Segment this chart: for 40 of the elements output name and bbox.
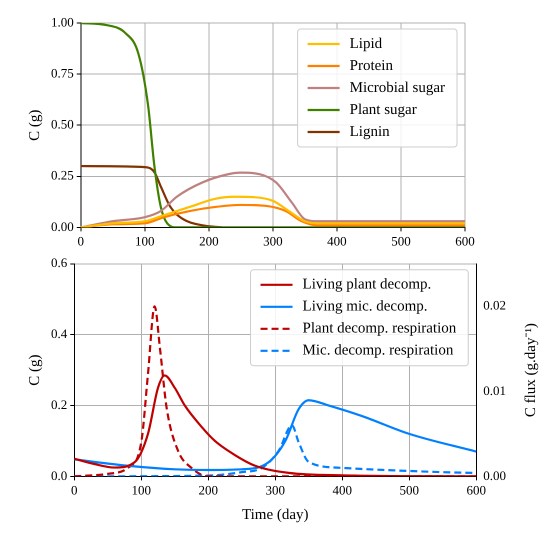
- legend-label: Lignin: [350, 124, 390, 140]
- x-tick-label: 0: [71, 482, 78, 498]
- x-tick-label: 600: [455, 234, 475, 249]
- y-tick-label: 0.2: [51, 396, 68, 412]
- legend-label: Plant sugar: [350, 102, 417, 118]
- y-tick-label: 0.4: [51, 326, 68, 342]
- line-series: [80, 164, 223, 228]
- y-axis-title: C (g): [26, 110, 43, 141]
- y-tick-label: 1.00: [51, 14, 74, 30]
- x-tick-label: 100: [132, 482, 151, 498]
- legend-label: Microbial sugar: [350, 80, 446, 96]
- legend-label: Protein: [350, 58, 394, 74]
- legend-label: Mic. decomp. respiration: [302, 342, 454, 359]
- y-tick-label: 0.00: [51, 218, 74, 234]
- y-axis-title: C (g): [26, 354, 43, 386]
- y-tick-label: 0.75: [51, 66, 74, 81]
- legend-label: Living plant decomp.: [302, 276, 432, 293]
- y-tick-label: 0.50: [51, 116, 74, 132]
- y-tick-label: 0.6: [51, 255, 68, 270]
- legend-label: Plant decomp. respiration: [302, 320, 457, 337]
- legend-label: Living mic. decomp.: [302, 298, 428, 315]
- x-tick-label: 500: [400, 482, 419, 498]
- x-tick-label: 600: [466, 482, 486, 498]
- y-tick-label: 0.0: [51, 468, 68, 483]
- x-tick-label: 500: [391, 234, 411, 249]
- y2-tick-label: 0.01: [483, 382, 506, 398]
- x-tick-label: 200: [198, 482, 218, 498]
- legend-label: Lipid: [350, 36, 383, 52]
- x-tick-label: 400: [332, 482, 352, 498]
- x-tick-label: 400: [327, 234, 347, 249]
- y-tick-label: 0.25: [51, 168, 74, 183]
- x-tick-label: 300: [263, 234, 283, 249]
- y2-axis-title: C flux (g.day⁻¹): [522, 323, 539, 418]
- x-axis-title: Time (day): [242, 506, 309, 523]
- x-tick-label: 100: [135, 234, 155, 249]
- x-tick-label: 200: [199, 234, 219, 249]
- y2-tick-label: 0.00: [483, 468, 506, 483]
- x-tick-label: 300: [266, 482, 285, 498]
- x-tick-label: 0: [78, 234, 84, 249]
- y2-tick-label: 0.02: [483, 298, 506, 313]
